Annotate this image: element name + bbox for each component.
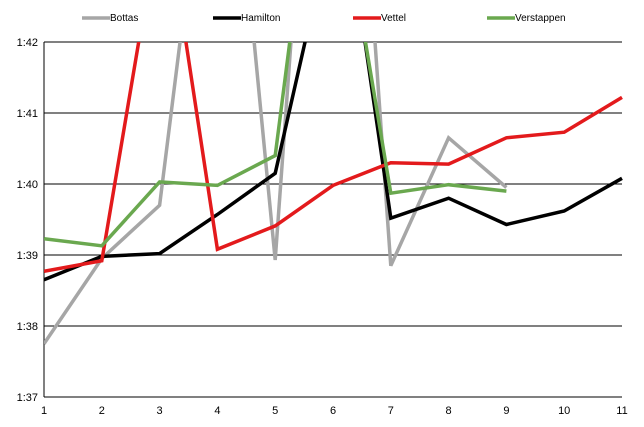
- x-tick-label: 7: [388, 405, 394, 417]
- x-tick-label: 3: [157, 405, 163, 417]
- x-tick-label: 11: [616, 405, 627, 417]
- legend-item-bottas: Bottas: [82, 13, 138, 24]
- y-tick-label: 1:38: [17, 321, 38, 333]
- x-tick-label: 2: [99, 405, 105, 417]
- y-tick-label: 1:39: [17, 250, 38, 262]
- series-line-bottas: [44, 42, 508, 345]
- x-tick-label: 1: [41, 405, 47, 417]
- legend-item-verstappen: Verstappen: [487, 13, 566, 24]
- legend-item-vettel: Vettel: [353, 13, 406, 24]
- x-tick-label: 4: [214, 405, 220, 417]
- series-line-hamilton: [44, 42, 623, 282]
- legend-item-hamilton: Hamilton: [213, 13, 280, 24]
- series-line-verstappen: [44, 42, 507, 248]
- legend-label: Hamilton: [241, 13, 280, 24]
- axes: [43, 42, 622, 398]
- series-lines: [44, 42, 623, 345]
- x-tick-label: 5: [272, 405, 278, 417]
- x-tick-labels: 1 2 3 4 5 6 7 8 9 10 11: [41, 405, 628, 417]
- y-tick-labels: 1:37 1:38 1:39 1:40 1:41 1:42: [17, 37, 38, 404]
- y-tick-label: 1:42: [17, 37, 38, 49]
- x-tick-label: 10: [558, 405, 570, 417]
- series-line-vettel: [44, 42, 623, 274]
- legend-label: Verstappen: [515, 13, 566, 24]
- x-tick-label: 6: [330, 405, 336, 417]
- y-tick-label: 1:37: [17, 392, 38, 404]
- y-tick-label: 1:40: [17, 179, 38, 191]
- x-tick-label: 8: [446, 405, 452, 417]
- y-tick-label: 1:41: [17, 108, 38, 120]
- legend: Bottas Hamilton Vettel Verstappen: [82, 13, 566, 24]
- legend-label: Bottas: [110, 13, 138, 24]
- x-tick-label: 9: [503, 405, 509, 417]
- legend-label: Vettel: [381, 13, 406, 24]
